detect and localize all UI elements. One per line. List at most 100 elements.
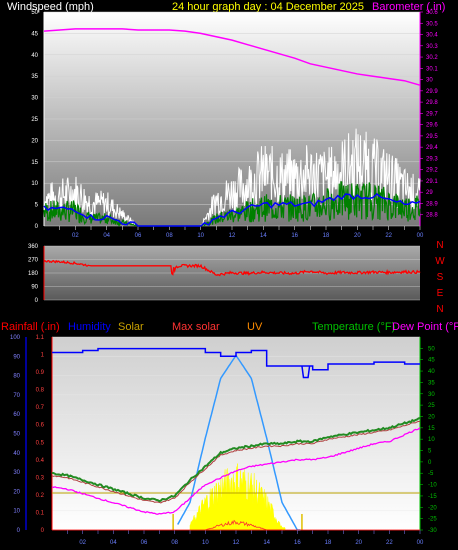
humidity-tick-label: 20 <box>13 489 20 495</box>
direction-y-tick-label: 0 <box>35 298 39 304</box>
average-wind-series-line <box>43 181 421 227</box>
direction-letter-label: N <box>436 240 443 251</box>
humidity-tick-label: 40 <box>13 451 20 457</box>
wind-y-tick-label: 15 <box>31 160 38 166</box>
barometer-tick-label: 29.9 <box>426 89 438 95</box>
rainfall-tick-label: 0.6 <box>36 423 45 429</box>
temperature-tick-label: 10 <box>428 437 435 443</box>
temperature-tick-label: -10 <box>428 483 437 489</box>
windspeed-axis-label: Windspeed (mph) <box>7 1 94 13</box>
humidity-tick-label: 70 <box>13 393 20 399</box>
temperature-x-tick-label: 04 <box>110 540 117 546</box>
wind-x-tick-label: 00 <box>417 233 424 239</box>
barometer-tick-label: 29.2 <box>426 168 438 174</box>
temperature-tick-label: 20 <box>428 414 435 420</box>
wind-y-tick-label: 45 <box>31 31 38 37</box>
temperature-tick-label: 30 <box>428 392 435 398</box>
wind-x-tick-label: 08 <box>166 233 173 239</box>
temperature-x-tick-label: 14 <box>263 540 270 546</box>
barometer-tick-label: 29.8 <box>426 100 438 106</box>
humidity-tick-label: 10 <box>13 509 20 515</box>
humidity-series-line <box>52 347 420 371</box>
dew-point-legend-label: Dew Point (°F <box>392 321 458 333</box>
rainfall-tick-label: 0.9 <box>36 370 45 376</box>
temperature-tick-label: 40 <box>428 369 435 375</box>
barometer-tick-label: 29.6 <box>426 123 438 129</box>
direction-y-tick-label: 360 <box>28 244 39 250</box>
wind-y-tick-label: 5 <box>35 203 39 209</box>
wind-y-tick-label: 10 <box>31 181 38 187</box>
rainfall-tick-label: 0.3 <box>36 475 45 481</box>
barometer-tick-label: 30.4 <box>426 33 438 39</box>
barometer-axis-label: Barometer (.in) <box>372 1 445 13</box>
humidity-tick-label: 80 <box>13 374 20 380</box>
temperature-x-tick-label: 06 <box>141 540 148 546</box>
barometer-tick-label: 29 <box>426 190 433 196</box>
wind-x-tick-label: 04 <box>103 233 110 239</box>
direction-y-tick-label: 90 <box>31 285 38 291</box>
rainfall-tick-label: 0.8 <box>36 388 45 394</box>
temperature-shadow-line <box>51 420 421 504</box>
wind-x-tick-label: 16 <box>291 233 298 239</box>
temperature-tick-label: 15 <box>428 426 435 432</box>
temperature-x-tick-label: 00 <box>417 540 424 546</box>
barometer-tick-label: 30 <box>426 78 433 84</box>
barometer-tick-label: 29.5 <box>426 134 438 140</box>
humidity-tick-label: 0 <box>17 528 21 534</box>
rainfall-tick-label: 0.7 <box>36 405 45 411</box>
wind-x-tick-label: 06 <box>135 233 142 239</box>
temperature-x-tick-label: 18 <box>325 540 332 546</box>
temperature-series-line <box>51 416 421 503</box>
temperature-x-tick-label: 02 <box>79 540 86 546</box>
barometer-tick-label: 29.7 <box>426 111 438 117</box>
barometer-tick-label: 30.2 <box>426 55 438 61</box>
humidity-legend-label: Humidity <box>68 321 111 333</box>
graph-title: 24 hour graph day : 04 December 2025 <box>172 1 364 13</box>
wind-y-tick-label: 25 <box>31 117 38 123</box>
wind-x-tick-label: 02 <box>72 233 79 239</box>
temperature-tick-label: -25 <box>428 517 437 523</box>
humidity-tick-label: 100 <box>10 335 21 341</box>
wind-y-tick-label: 0 <box>35 224 39 230</box>
direction-letter-label: S <box>437 272 444 283</box>
wind-y-tick-label: 35 <box>31 74 38 80</box>
temperature-x-tick-label: 22 <box>386 540 393 546</box>
rainfall-tick-label: 0.1 <box>36 510 45 516</box>
humidity-tick-label: 60 <box>13 412 20 418</box>
barometer-tick-label: 29.4 <box>426 145 438 151</box>
rainfall-tick-label: 0.2 <box>36 493 45 499</box>
wind-x-tick-label: 20 <box>354 233 361 239</box>
barometer-tick-label: 30.6 <box>426 10 438 16</box>
rainfall-legend-label: Rainfall (.in) <box>1 321 60 333</box>
barometer-tick-label: 28.8 <box>426 213 438 219</box>
temperature-legend-label: Temperature (°F) <box>312 321 395 333</box>
humidity-tick-label: 30 <box>13 470 20 476</box>
temperature-x-tick-label: 10 <box>202 540 209 546</box>
max-solar-legend-label: Max solar <box>172 321 220 333</box>
barometer-tick-label: 30.5 <box>426 21 438 27</box>
barometer-tick-label: 29.1 <box>426 179 438 185</box>
direction-letter-label: E <box>437 288 444 299</box>
solar-series-area <box>189 463 286 531</box>
temperature-tick-label: 0 <box>428 460 432 466</box>
wind-x-tick-label: 22 <box>385 233 392 239</box>
wind-x-tick-label: 18 <box>323 233 330 239</box>
temperature-x-tick-label: 16 <box>294 540 301 546</box>
barometer-tick-label: 28.9 <box>426 201 438 207</box>
temperature-tick-label: 45 <box>428 358 435 364</box>
direction-y-tick-label: 180 <box>28 271 39 277</box>
solar-legend-label: Solar <box>118 321 144 333</box>
dew-point-series-line <box>51 427 421 515</box>
temperature-tick-label: -15 <box>428 494 437 500</box>
max-solar-series-line <box>177 354 301 531</box>
temperature-tick-label: -5 <box>428 471 434 477</box>
wind-y-tick-label: 20 <box>31 138 38 144</box>
rainfall-tick-label: 0.4 <box>36 458 45 464</box>
barometer-tick-label: 30.3 <box>426 44 438 50</box>
wind-x-tick-label: 10 <box>197 233 204 239</box>
humidity-tick-label: 90 <box>13 354 20 360</box>
temperature-x-tick-label: 12 <box>233 540 240 546</box>
average-wind-smooth-line <box>43 193 421 227</box>
wind-y-tick-label: 30 <box>31 96 38 102</box>
